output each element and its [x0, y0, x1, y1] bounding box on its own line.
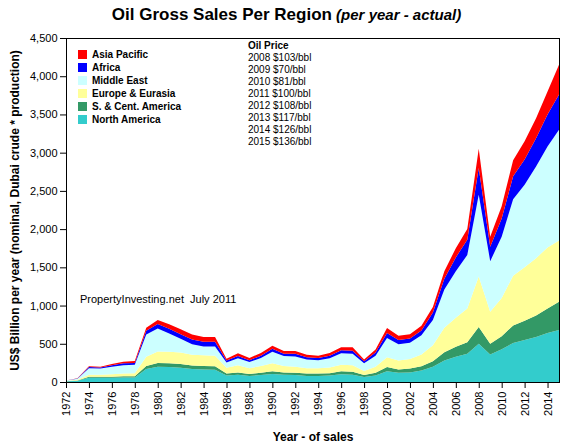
html-text:Oil Price: Oil Price	[248, 40, 289, 51]
svg-text:500: 500	[39, 338, 57, 350]
svg-text:1982: 1982	[175, 392, 187, 416]
svg-text:2004: 2004	[427, 392, 439, 416]
svg-text:2,500: 2,500	[30, 185, 58, 197]
svg-text:1996: 1996	[335, 392, 347, 416]
svg-text:1990: 1990	[266, 392, 278, 416]
svg-text:1972: 1972	[60, 392, 72, 416]
svg-text:1978: 1978	[129, 392, 141, 416]
html-text:PropertyInvesting.net July 201: PropertyInvesting.net July 2011	[80, 293, 237, 305]
svg-text:1986: 1986	[221, 392, 233, 416]
svg-text:Year - of sales: Year - of sales	[273, 430, 354, 444]
svg-text:1988: 1988	[243, 392, 255, 416]
html-text:Middle East: Middle East	[92, 74, 148, 86]
svg-text:2014: 2014	[542, 392, 554, 416]
svg-text:1980: 1980	[152, 392, 164, 416]
svg-text:3,000: 3,000	[30, 147, 58, 159]
html-text:2011 $100/bbl: 2011 $100/bbl	[248, 88, 311, 99]
svg-text:4,500: 4,500	[30, 32, 58, 44]
html-text:Africa: Africa	[92, 61, 121, 73]
html-text:North America: North America	[92, 113, 161, 125]
html-text:2014 $126/bbl: 2014 $126/bbl	[248, 124, 312, 135]
svg-text:2000: 2000	[381, 392, 393, 416]
html-text:Asia Pacific: Asia Pacific	[92, 48, 149, 60]
svg-text:1,000: 1,000	[30, 300, 58, 312]
html-text:2012 $108/bbl: 2012 $108/bbl	[248, 100, 312, 111]
svg-text:3,500: 3,500	[30, 108, 58, 120]
html-text:2009 $70/bbl: 2009 $70/bbl	[248, 64, 306, 75]
svg-text:1,500: 1,500	[30, 261, 58, 273]
html-text:2013 $117/bbl: 2013 $117/bbl	[248, 112, 311, 123]
svg-text:2008: 2008	[473, 392, 485, 416]
html-text:2015 $136/bbl: 2015 $136/bbl	[248, 136, 312, 147]
html-text:Europe & Eurasia: Europe & Eurasia	[92, 87, 176, 99]
svg-text:0: 0	[51, 376, 57, 388]
svg-text:4,000: 4,000	[30, 70, 58, 82]
svg-text:1998: 1998	[358, 392, 370, 416]
svg-text:US$ Billion per year (nominal,: US$ Billion per year (nominal, Dubai cru…	[8, 50, 22, 371]
html-text:2010 $81/bbl: 2010 $81/bbl	[248, 76, 306, 87]
html-text:2008 $103/bbl: 2008 $103/bbl	[248, 52, 312, 63]
svg-text:2006: 2006	[450, 392, 462, 416]
html-text:Oil Gross Sales Per Region (pe: Oil Gross Sales Per Region (per year - a…	[111, 5, 462, 24]
svg-text:2,000: 2,000	[30, 223, 58, 235]
svg-text:1994: 1994	[312, 392, 324, 416]
svg-text:2010: 2010	[496, 392, 508, 416]
html-text:S. & Cent. America: S. & Cent. America	[92, 100, 182, 112]
svg-text:1974: 1974	[83, 392, 95, 416]
svg-text:1992: 1992	[289, 392, 301, 416]
svg-text:2002: 2002	[404, 392, 416, 416]
svg-text:1976: 1976	[106, 392, 118, 416]
svg-text:2012: 2012	[519, 392, 531, 416]
svg-text:1984: 1984	[198, 392, 210, 416]
